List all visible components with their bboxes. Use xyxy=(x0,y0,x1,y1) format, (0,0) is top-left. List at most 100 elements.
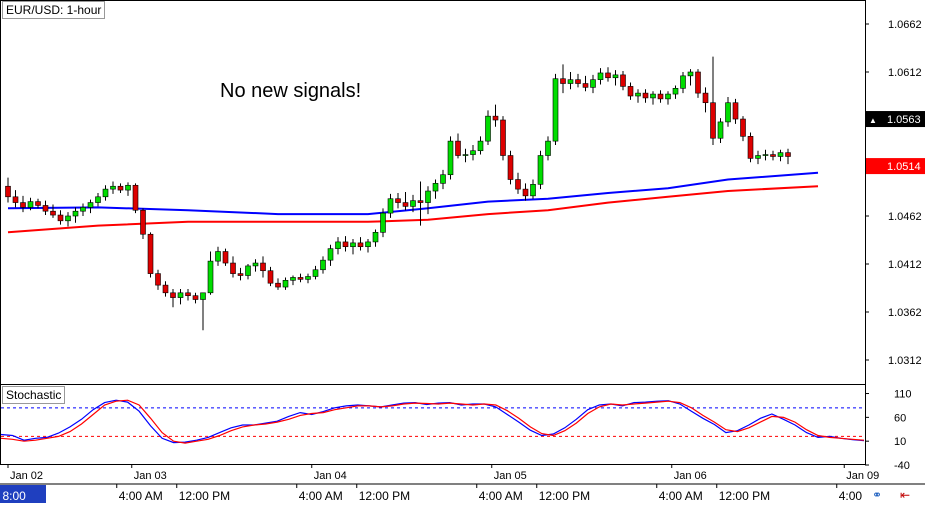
candle-body xyxy=(140,209,146,235)
candle-body xyxy=(305,276,311,280)
candle xyxy=(680,72,686,94)
candle-body xyxy=(477,140,484,152)
candle-body xyxy=(327,248,334,261)
candle-body xyxy=(612,74,619,79)
candle xyxy=(522,183,529,201)
candle xyxy=(440,169,446,190)
candle-body xyxy=(80,207,86,212)
candle xyxy=(590,74,596,94)
candle xyxy=(185,288,191,301)
candle xyxy=(342,236,349,252)
candle-body xyxy=(72,210,79,217)
candle-body xyxy=(365,241,371,248)
candle-body xyxy=(740,118,746,137)
candle xyxy=(27,197,34,211)
candle xyxy=(162,281,169,297)
blue-moving-average xyxy=(7,171,819,216)
price-tick-label: 1.0462 xyxy=(888,211,922,223)
time-label: 12:00 PM xyxy=(719,489,770,503)
candle xyxy=(215,246,221,266)
candle-body xyxy=(12,196,19,203)
candle xyxy=(417,181,424,226)
candle-body xyxy=(552,78,559,142)
candle-body xyxy=(132,184,139,211)
candle xyxy=(275,278,281,290)
candle xyxy=(372,229,379,247)
candle-body xyxy=(537,155,544,185)
candle-body xyxy=(20,202,26,208)
candle-body xyxy=(657,93,664,100)
candle xyxy=(560,64,566,94)
candle xyxy=(710,56,716,145)
stochastic-d-line xyxy=(0,399,865,444)
candle-body xyxy=(777,152,784,157)
candle xyxy=(702,87,709,113)
price-tick-label: 1.0612 xyxy=(888,67,922,79)
candle-body xyxy=(260,262,266,272)
candle-body xyxy=(455,140,461,156)
price-tick-label: 1.0312 xyxy=(888,355,922,367)
candle xyxy=(132,183,139,214)
main-plot-frame xyxy=(0,0,866,385)
candle xyxy=(72,207,79,223)
candle xyxy=(312,265,319,280)
candle xyxy=(755,150,761,165)
candle-body xyxy=(410,200,416,207)
candle xyxy=(762,149,769,161)
candle-body xyxy=(732,102,739,120)
candle-body xyxy=(642,92,649,99)
candle-body xyxy=(650,93,656,99)
candle xyxy=(147,232,154,278)
candle xyxy=(627,82,634,100)
candle xyxy=(155,269,161,290)
candle xyxy=(350,239,356,255)
candle-body xyxy=(747,136,754,159)
price-tag-label: 1.0514 xyxy=(887,161,921,173)
candle-body xyxy=(425,190,431,203)
candle xyxy=(102,185,109,201)
candle-body xyxy=(672,88,679,95)
candle xyxy=(200,292,206,331)
price-tag-marker: ▲ xyxy=(869,116,877,125)
candle-body xyxy=(335,241,341,249)
stochastic-title: Stochastic xyxy=(2,386,66,404)
candle xyxy=(380,208,386,238)
candle xyxy=(252,259,259,272)
candle xyxy=(95,192,101,207)
candle-body xyxy=(312,269,319,277)
date-label: Jan 02 xyxy=(10,470,43,482)
candle xyxy=(695,69,701,98)
candle-body xyxy=(522,188,529,197)
bottom-toolbar: ⚭ ⇤ xyxy=(870,487,925,503)
time-label: 4:00 xyxy=(839,489,863,503)
candle-body xyxy=(725,102,731,123)
candle xyxy=(80,203,86,216)
candle xyxy=(42,200,49,216)
chart-title: EUR/USD: 1-hour xyxy=(2,1,106,19)
candle-body xyxy=(695,71,701,94)
candle xyxy=(635,89,641,103)
candle-body xyxy=(87,202,94,208)
candle-body xyxy=(207,260,214,294)
candle-body xyxy=(545,140,551,156)
candle-body xyxy=(485,115,491,142)
candle xyxy=(447,136,454,180)
candle xyxy=(395,192,401,209)
candle xyxy=(5,177,11,203)
candle-body xyxy=(470,150,476,155)
candle-body xyxy=(252,262,259,267)
link-icon[interactable]: ⚭ xyxy=(872,488,883,502)
candle xyxy=(492,104,499,127)
candle-body xyxy=(372,232,379,243)
candle-body xyxy=(177,292,184,298)
candle xyxy=(515,172,521,194)
arrow-left-icon[interactable]: ⇤ xyxy=(900,488,911,502)
candle-body xyxy=(515,179,521,190)
candle-body xyxy=(65,215,71,222)
candle-body xyxy=(762,154,769,156)
candle-body xyxy=(215,251,221,262)
candle-body xyxy=(42,205,49,212)
candle xyxy=(672,85,679,99)
time-label: 4:00 AM xyxy=(119,489,163,503)
